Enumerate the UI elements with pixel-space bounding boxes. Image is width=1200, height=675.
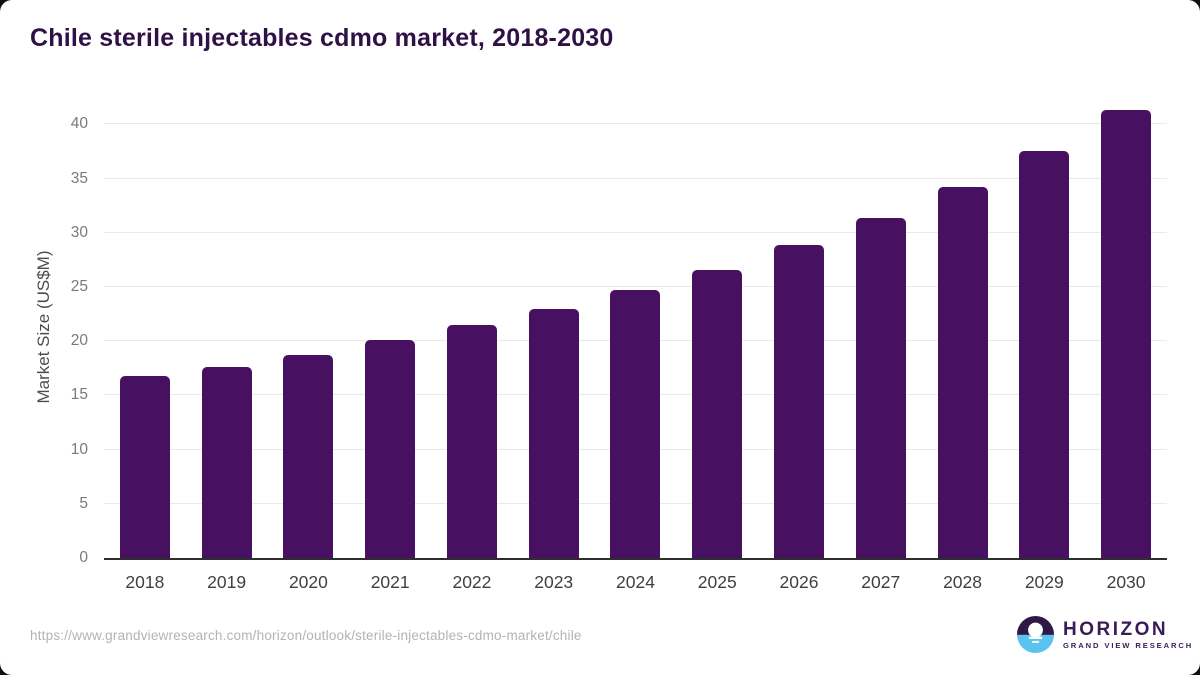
bar-slot-2023 — [513, 95, 595, 558]
bar-slot-2024 — [595, 95, 677, 558]
gridline-30 — [104, 231, 1167, 233]
brand-name: HORIZON — [1063, 618, 1169, 640]
x-tick-2019: 2019 — [207, 572, 247, 592]
bar-2026 — [774, 244, 824, 558]
bar-slot-2021 — [349, 95, 431, 558]
x-tick-2022: 2022 — [452, 572, 492, 592]
x-tick-2028: 2028 — [943, 572, 982, 592]
chart-title: Chile sterile injectables cdmo market, 2… — [30, 24, 614, 52]
bar-slot-2020 — [268, 95, 350, 558]
x-tick-2021: 2021 — [370, 572, 410, 592]
source-url: https://www.grandviewresearch.com/horizo… — [30, 628, 582, 643]
horizon-sun-icon — [1017, 616, 1054, 653]
x-tick-2023: 2023 — [534, 572, 574, 592]
y-tick-20: 20 — [70, 332, 88, 350]
brand-text: HORIZON GRAND VIEW RESEARCH — [1063, 620, 1193, 650]
x-tick-2018: 2018 — [125, 572, 165, 592]
x-tick-2030: 2030 — [1106, 572, 1146, 592]
y-tick-15: 15 — [70, 386, 88, 404]
bar-2027 — [855, 217, 906, 558]
y-tick-25: 25 — [70, 277, 88, 295]
bar-slot-2026 — [758, 95, 840, 558]
x-tick-2020: 2020 — [288, 572, 328, 592]
y-tick-0: 0 — [79, 549, 88, 566]
bar-2025 — [692, 269, 743, 558]
x-tick-2026: 2026 — [779, 572, 819, 592]
bar-2023 — [528, 308, 579, 558]
x-tick-2025: 2025 — [697, 572, 737, 592]
bar-slot-2025 — [676, 95, 758, 558]
bar-2018 — [119, 375, 170, 558]
bar-2022 — [446, 324, 497, 558]
bar-2029 — [1019, 151, 1070, 558]
bar-slot-2030 — [1085, 95, 1167, 558]
bar-slot-2027 — [840, 95, 922, 558]
x-tick-2024: 2024 — [616, 572, 655, 592]
bar-slot-2022 — [431, 95, 513, 558]
y-tick-35: 35 — [70, 169, 88, 187]
bar-series — [104, 95, 1167, 558]
x-tick-2029: 2029 — [1024, 572, 1064, 592]
bar-2019 — [201, 367, 252, 558]
gridline-25 — [104, 285, 1167, 287]
gridline-35 — [104, 177, 1167, 179]
x-axis-tick-labels: 2018 2019 2020 2021 2022 2023 2024 2025 2026 2027… — [104, 572, 1167, 593]
gridline-40 — [104, 123, 1167, 125]
y-tick-40: 40 — [70, 115, 88, 133]
bar-slot-2028 — [922, 95, 1004, 558]
bar-2024 — [610, 290, 661, 558]
bar-2020 — [283, 355, 334, 558]
bar-slot-2019 — [186, 95, 268, 558]
plot-area — [104, 95, 1167, 560]
y-tick-5: 5 — [79, 494, 88, 512]
y-axis-tick-labels: 0 5 10 15 20 25 30 35 40 — [0, 95, 88, 566]
y-tick-30: 30 — [70, 223, 88, 241]
bar-slot-2018 — [104, 95, 186, 558]
bar-2028 — [937, 187, 988, 558]
bar-slot-2029 — [1003, 95, 1085, 558]
brand-tagline: GRAND VIEW RESEARCH — [1063, 640, 1194, 650]
y-tick-10: 10 — [70, 440, 88, 458]
x-tick-2027: 2027 — [861, 572, 901, 592]
brand-logo: HORIZON GRAND VIEW RESEARCH — [1017, 616, 1193, 653]
bar-2030 — [1101, 110, 1152, 558]
bar-2021 — [365, 340, 416, 558]
